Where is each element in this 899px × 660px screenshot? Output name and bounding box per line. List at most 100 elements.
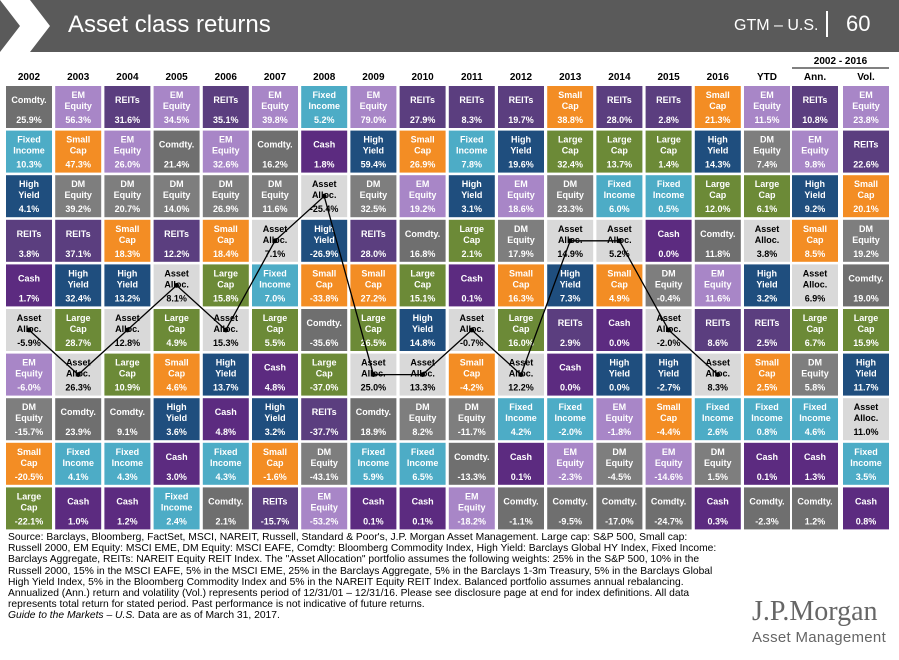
return-value: -2.7% bbox=[657, 383, 681, 393]
asset-name: Small bbox=[115, 224, 139, 234]
return-value: -2.0% bbox=[657, 338, 681, 348]
cell-background bbox=[792, 264, 838, 307]
asset-name: High bbox=[19, 179, 39, 189]
return-value: 1.8% bbox=[314, 160, 335, 170]
asset-name: Fixed bbox=[558, 402, 582, 412]
asset-allocation-point bbox=[371, 372, 376, 377]
return-value: 21.4% bbox=[164, 160, 190, 170]
asset-name: EM bbox=[170, 90, 184, 100]
asset-name: Fixed bbox=[657, 179, 681, 189]
cell-background bbox=[202, 398, 249, 441]
asset-name: Comdty. bbox=[110, 407, 145, 417]
return-value: 0.1% bbox=[757, 472, 778, 482]
asset-name: Equity bbox=[114, 190, 142, 200]
asset-name: Equity bbox=[801, 369, 829, 379]
asset-name: Income bbox=[62, 458, 94, 468]
asset-name: DM bbox=[711, 447, 725, 457]
cell-background bbox=[645, 398, 692, 441]
asset-name: Large bbox=[558, 135, 583, 145]
return-value: 7.0% bbox=[265, 293, 286, 303]
asset-name: Equity bbox=[261, 190, 289, 200]
asset-name: Cap bbox=[463, 369, 481, 379]
return-value: 28.0% bbox=[607, 115, 633, 125]
asset-name: Cap bbox=[266, 458, 284, 468]
asset-name: Comdty. bbox=[11, 95, 46, 105]
cell-background bbox=[350, 86, 397, 128]
asset-name: REITs bbox=[115, 95, 140, 105]
cell-vol-cash: Cash 0.8% bbox=[843, 487, 889, 530]
cell-background bbox=[6, 398, 52, 441]
return-value: 20.7% bbox=[115, 204, 141, 214]
return-value: 5.2% bbox=[609, 249, 630, 259]
return-value: -9.5% bbox=[558, 516, 582, 526]
return-value: 14.8% bbox=[410, 338, 436, 348]
asset-name: Cap bbox=[316, 369, 334, 379]
cell-background bbox=[55, 442, 102, 485]
asset-name: DM bbox=[465, 402, 479, 412]
return-value: -18.2% bbox=[458, 516, 487, 526]
asset-name: Cap bbox=[168, 324, 186, 334]
asset-name: Cap bbox=[414, 279, 432, 289]
asset-name: REITs bbox=[213, 95, 238, 105]
cell-background bbox=[498, 487, 544, 530]
asset-name: Yield bbox=[756, 279, 777, 289]
asset-allocation-point bbox=[567, 238, 573, 244]
cell-2004-cash: Cash 1.2% bbox=[104, 487, 151, 530]
return-value: 5.8% bbox=[805, 383, 826, 393]
cell-background bbox=[399, 487, 446, 530]
cell-2007-comdty: Comdty. 16.2% bbox=[252, 130, 298, 173]
cell-2012-cash: Cash 0.1% bbox=[498, 442, 544, 485]
cell-background bbox=[301, 353, 348, 396]
cell-background bbox=[744, 487, 790, 530]
asset-name: Equity bbox=[704, 458, 732, 468]
cell-background bbox=[153, 487, 200, 530]
cell-background bbox=[792, 86, 838, 128]
cell-background bbox=[153, 130, 200, 173]
asset-name: Asset bbox=[558, 224, 583, 234]
return-value: 4.9% bbox=[166, 338, 187, 348]
cell-background bbox=[202, 86, 249, 128]
asset-name: Asset bbox=[509, 358, 534, 368]
cell-background bbox=[6, 130, 52, 173]
return-value: 12.2% bbox=[508, 383, 534, 393]
asset-name: Fixed bbox=[263, 268, 287, 278]
cell-background bbox=[792, 130, 838, 173]
return-value: 5.9% bbox=[363, 472, 384, 482]
cell-ann-cash: Cash 1.3% bbox=[792, 442, 838, 485]
asset-name: Cap bbox=[758, 369, 776, 379]
asset-name: Equity bbox=[212, 190, 240, 200]
return-value: 8.5% bbox=[805, 249, 826, 259]
year-header-2003: 2003 bbox=[67, 72, 90, 83]
asset-name: Cap bbox=[562, 101, 580, 111]
gtm-label: GTM – U.S. bbox=[734, 17, 819, 34]
asset-name: Comdty. bbox=[848, 273, 883, 283]
return-value: 1.7% bbox=[19, 293, 40, 303]
cell-background bbox=[399, 219, 446, 262]
asset-name: Small bbox=[706, 90, 730, 100]
return-value: 0.0% bbox=[560, 383, 581, 393]
asset-name: DM bbox=[563, 179, 577, 189]
cell-2011-cash: Cash 0.1% bbox=[448, 264, 495, 307]
return-value: 6.7% bbox=[805, 338, 826, 348]
year-header-2010: 2010 bbox=[411, 72, 434, 83]
asset-name: Yield bbox=[658, 369, 679, 379]
asset-allocation-point bbox=[223, 327, 229, 333]
asset-name: Yield bbox=[18, 190, 39, 200]
asset-name: EM bbox=[268, 90, 282, 100]
cell-background bbox=[547, 398, 594, 441]
asset-name: Cash bbox=[362, 496, 384, 506]
asset-name: Equity bbox=[852, 101, 880, 111]
cell-background bbox=[792, 309, 838, 351]
cell-background bbox=[448, 175, 495, 218]
